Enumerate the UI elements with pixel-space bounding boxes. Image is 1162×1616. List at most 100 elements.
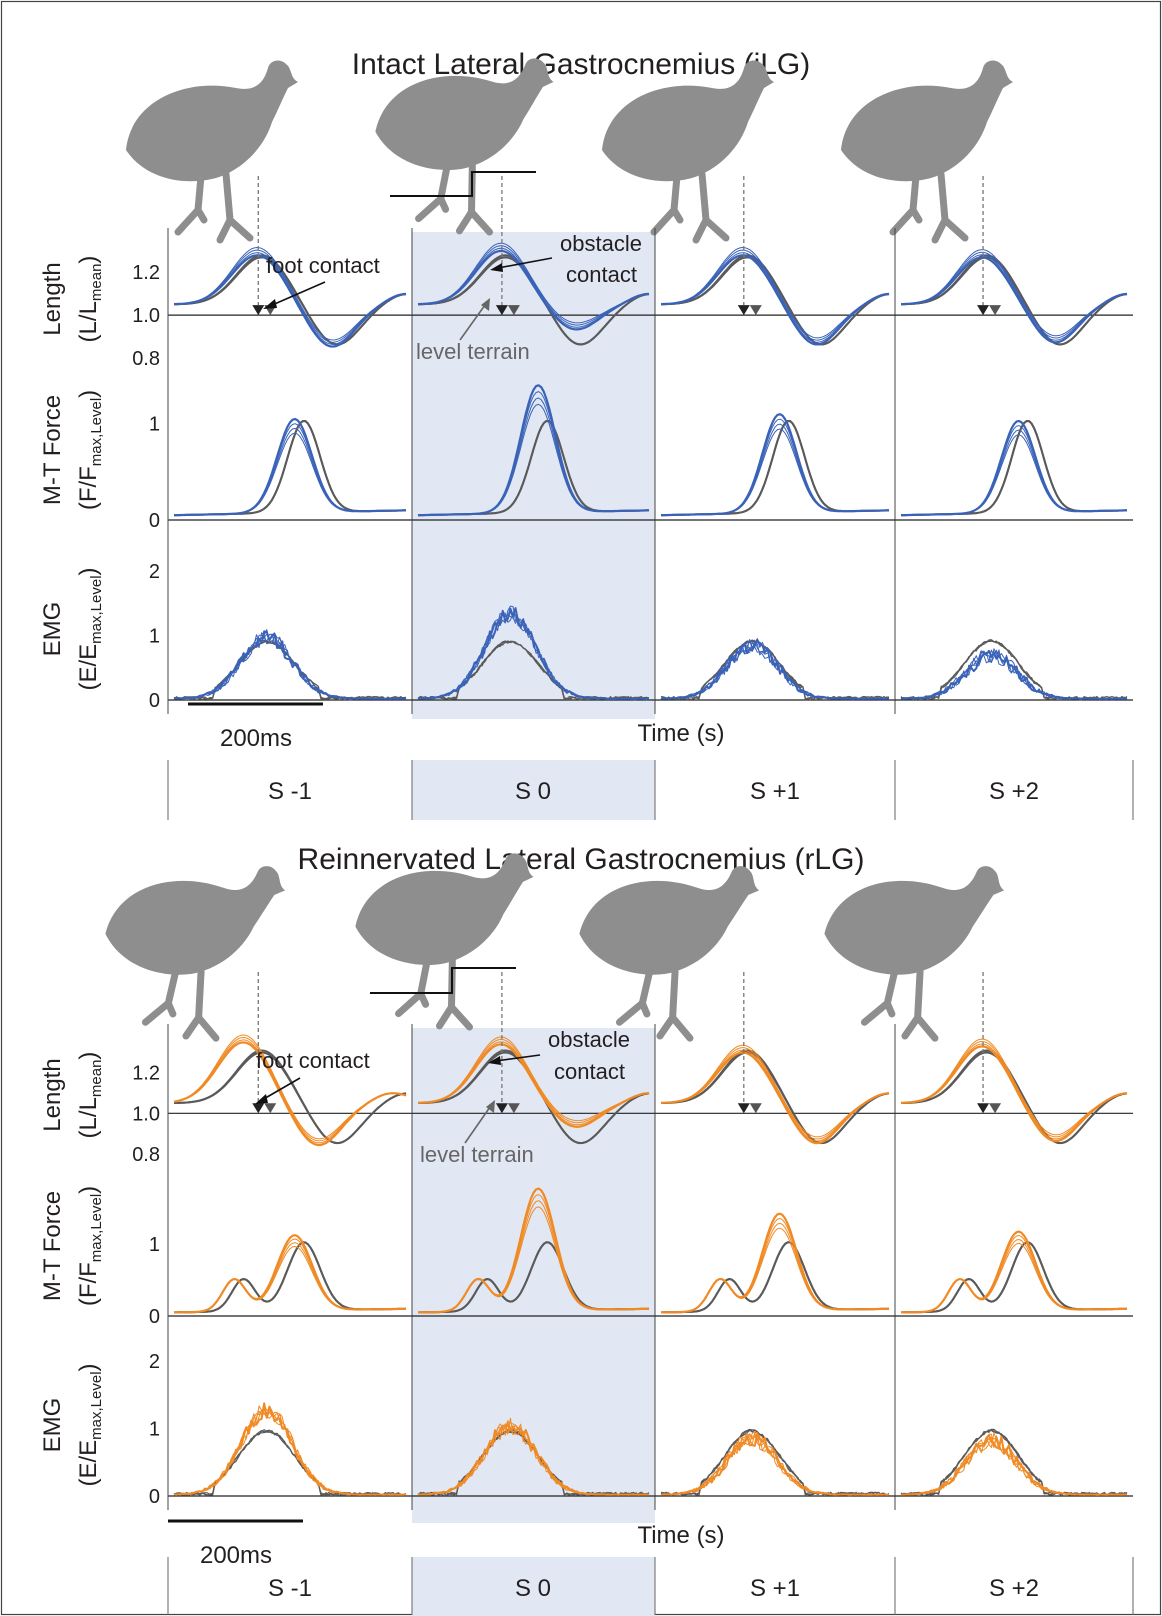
contact-marker	[977, 1103, 989, 1113]
series-line	[901, 1051, 1127, 1144]
stride-label: S +1	[750, 1575, 800, 1602]
series-line	[174, 634, 406, 698]
level-contact-marker	[750, 1103, 762, 1113]
arrowhead	[263, 299, 277, 309]
series-line	[174, 633, 406, 699]
series-line	[901, 1236, 1127, 1313]
bird-leg	[864, 967, 898, 1026]
stride-label: S +2	[989, 1575, 1039, 1602]
y-tick-label: 1	[149, 1234, 160, 1256]
level-terrain-label: level terrain	[416, 339, 530, 364]
series-line	[901, 641, 1127, 700]
arrowhead	[255, 1094, 268, 1104]
series-line	[901, 421, 1127, 515]
series-line	[901, 1437, 1127, 1494]
y-tick-label: 1	[149, 1418, 160, 1440]
bird-body	[101, 845, 288, 988]
y-axis-label: Length	[39, 262, 66, 335]
stride-label: S 0	[515, 778, 551, 805]
series-line	[661, 1434, 889, 1495]
level-contact-marker	[750, 305, 762, 315]
y-axis-label: Length	[39, 1058, 66, 1131]
y-axis-label: EMG	[39, 602, 66, 657]
stride-label: S 0	[515, 1575, 551, 1602]
bird-leg	[893, 176, 919, 232]
series-line	[901, 1242, 1127, 1312]
obstacle-label: obstacle	[560, 231, 642, 256]
series-line	[901, 641, 1127, 700]
bird-leg	[399, 958, 431, 1016]
obstacle-contact-label: contact	[554, 1059, 625, 1084]
series-line	[661, 640, 889, 699]
series-line	[901, 1240, 1127, 1313]
series-line	[661, 414, 889, 515]
time-label-intact: Time (s)	[637, 720, 724, 747]
bird-silhouette	[126, 61, 298, 240]
y-axis-unit: (E/Emax,Level)	[75, 1363, 105, 1486]
series-line	[661, 639, 889, 699]
stride-label: S -1	[268, 778, 312, 805]
series-line	[901, 430, 1127, 515]
contact-marker	[252, 1103, 264, 1113]
contact-marker	[977, 305, 989, 315]
obstacle-step	[390, 172, 536, 196]
y-tick-label: 2	[149, 1351, 160, 1373]
series-line	[661, 257, 889, 344]
series-line	[174, 1410, 406, 1495]
bird-leg	[935, 174, 965, 240]
bird-leg	[419, 163, 451, 221]
series-line	[174, 641, 406, 700]
stride-label: S +1	[750, 778, 800, 805]
contact-marker	[252, 305, 264, 315]
series-line	[174, 424, 406, 516]
series-line	[174, 641, 406, 700]
y-tick-label: 1	[149, 625, 160, 647]
bird-silhouette	[841, 61, 1013, 240]
y-tick-label: 0	[149, 1486, 160, 1508]
series-line	[174, 630, 406, 699]
series-line	[174, 640, 406, 700]
series-line	[901, 1242, 1127, 1312]
series-line	[174, 635, 406, 699]
series-line	[661, 1223, 889, 1312]
series-line	[661, 424, 889, 515]
series-line	[661, 1433, 889, 1495]
series-line	[174, 419, 406, 515]
scalebar-label-intact: 200ms	[220, 725, 292, 752]
series-line	[661, 1435, 889, 1494]
y-tick-label: 0	[149, 690, 160, 712]
bird-leg	[178, 176, 204, 232]
series-line	[661, 1242, 889, 1312]
series-line	[661, 429, 889, 515]
stride-label: S +2	[989, 778, 1039, 805]
y-tick-label: 1.0	[132, 305, 160, 327]
contact-marker	[738, 305, 750, 315]
bird-leg	[619, 967, 653, 1026]
series-line	[174, 428, 406, 515]
series-line	[901, 1044, 1127, 1139]
series-line	[661, 641, 889, 700]
y-axis-unit: (F/Fmax,Level)	[75, 390, 105, 510]
series-line	[901, 1232, 1127, 1313]
panel-column-S2	[895, 972, 1133, 1510]
reinnervated-title: Reinnervated Lateral Gastrocnemius (rLG)	[298, 843, 865, 876]
y-tick-label: 0.8	[132, 348, 160, 370]
obstacle-contact-label: contact	[566, 262, 637, 287]
series-line	[661, 641, 889, 699]
y-tick-label: 0.8	[132, 1144, 160, 1166]
time-label-rein: Time (s)	[637, 1522, 724, 1549]
series-line	[174, 421, 406, 515]
series-line	[661, 641, 889, 700]
series-line	[661, 640, 889, 700]
stride-label: S -1	[268, 1575, 312, 1602]
y-axis-unit: (F/Fmax,Level)	[75, 1186, 105, 1306]
series-line	[174, 1239, 406, 1312]
y-axes: 0.8 1.0 1.2 Length (L/Lmean) 0 1 M-T Force (F/Fm…	[39, 1024, 168, 1510]
y-axis-unit: (L/Lmean)	[75, 256, 105, 343]
obstacle-label: obstacle	[548, 1027, 630, 1052]
contact-marker	[738, 1103, 750, 1113]
series-line	[174, 421, 406, 515]
series-line	[174, 1247, 406, 1313]
series-line	[174, 1235, 406, 1312]
bird-body	[126, 61, 298, 182]
